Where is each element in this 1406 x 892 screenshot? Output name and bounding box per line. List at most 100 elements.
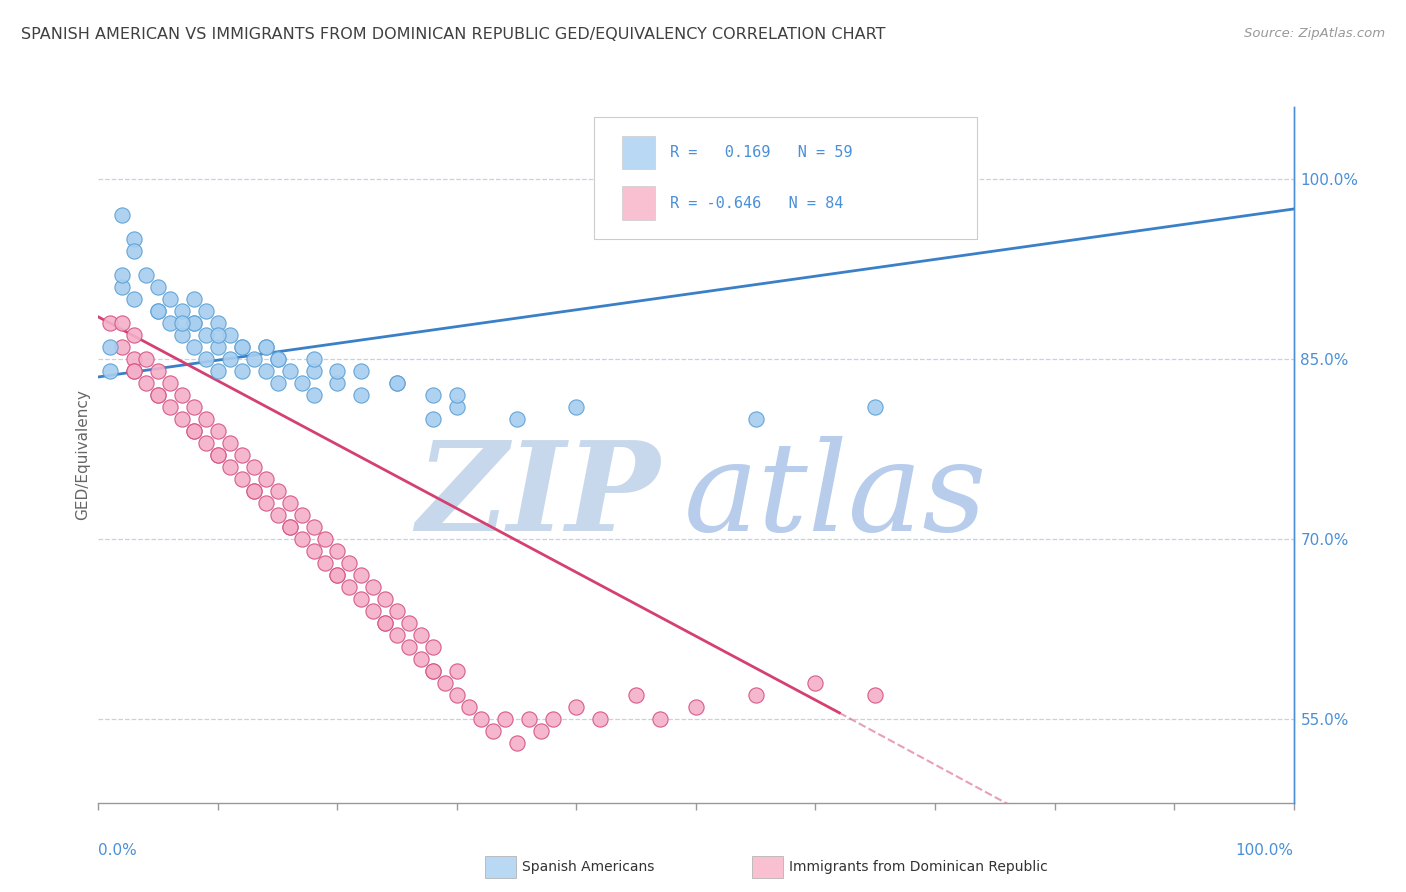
- Point: [207, 424, 229, 438]
- Point: [411, 652, 433, 666]
- Point: [278, 364, 301, 378]
- Point: [685, 699, 707, 714]
- Point: [148, 304, 170, 318]
- Point: [650, 712, 672, 726]
- Point: [434, 676, 457, 690]
- Point: [254, 472, 277, 486]
- Text: ZIP: ZIP: [416, 436, 661, 558]
- Point: [148, 304, 170, 318]
- Point: [243, 351, 266, 366]
- Point: [422, 640, 444, 654]
- Point: [254, 340, 277, 354]
- Point: [541, 712, 564, 726]
- Point: [183, 340, 205, 354]
- Text: 100.0%: 100.0%: [1236, 843, 1294, 858]
- Y-axis label: GED/Equivalency: GED/Equivalency: [75, 390, 90, 520]
- Point: [207, 328, 229, 343]
- Point: [159, 376, 181, 390]
- Text: Immigrants from Dominican Republic: Immigrants from Dominican Republic: [789, 860, 1047, 874]
- Point: [326, 364, 349, 378]
- Point: [374, 591, 396, 606]
- Point: [111, 316, 134, 330]
- Point: [745, 688, 768, 702]
- Point: [100, 364, 122, 378]
- Point: [111, 208, 134, 222]
- Point: [363, 604, 385, 618]
- Point: [363, 580, 385, 594]
- Point: [207, 316, 229, 330]
- Point: [422, 412, 444, 426]
- Point: [111, 268, 134, 282]
- Point: [278, 520, 301, 534]
- Point: [326, 567, 349, 582]
- Point: [565, 400, 588, 414]
- Point: [207, 340, 229, 354]
- Point: [219, 351, 242, 366]
- Point: [326, 376, 349, 390]
- Text: atlas: atlas: [685, 436, 987, 558]
- Point: [207, 448, 229, 462]
- Point: [530, 723, 553, 738]
- Point: [207, 364, 229, 378]
- Point: [195, 328, 218, 343]
- Point: [231, 340, 253, 354]
- Point: [315, 532, 337, 546]
- Point: [517, 712, 540, 726]
- Point: [291, 508, 314, 522]
- Point: [148, 388, 170, 402]
- Point: [183, 316, 205, 330]
- Point: [302, 351, 325, 366]
- Point: [172, 304, 194, 318]
- Point: [350, 364, 373, 378]
- Point: [183, 424, 205, 438]
- Point: [326, 567, 349, 582]
- Point: [124, 328, 146, 343]
- Point: [148, 388, 170, 402]
- Point: [350, 388, 373, 402]
- Point: [385, 376, 409, 390]
- Point: [124, 244, 146, 258]
- Point: [470, 712, 492, 726]
- Point: [422, 664, 444, 678]
- Point: [278, 520, 301, 534]
- Point: [350, 567, 373, 582]
- FancyBboxPatch shape: [595, 118, 977, 239]
- Point: [172, 412, 194, 426]
- Point: [494, 712, 516, 726]
- Point: [183, 400, 205, 414]
- Point: [231, 472, 253, 486]
- Point: [350, 591, 373, 606]
- Point: [100, 340, 122, 354]
- Point: [172, 316, 194, 330]
- Point: [207, 448, 229, 462]
- Point: [302, 520, 325, 534]
- Point: [195, 412, 218, 426]
- Point: [506, 412, 529, 426]
- Point: [458, 699, 481, 714]
- Point: [326, 544, 349, 558]
- Point: [302, 364, 325, 378]
- Point: [302, 388, 325, 402]
- Point: [183, 424, 205, 438]
- Point: [267, 483, 290, 498]
- Point: [135, 376, 157, 390]
- Point: [124, 351, 146, 366]
- Point: [267, 351, 290, 366]
- Point: [195, 351, 218, 366]
- Point: [745, 412, 768, 426]
- Point: [385, 376, 409, 390]
- Point: [374, 615, 396, 630]
- Point: [385, 604, 409, 618]
- Point: [291, 532, 314, 546]
- Point: [159, 316, 181, 330]
- Point: [124, 364, 146, 378]
- Point: [302, 544, 325, 558]
- Text: 0.0%: 0.0%: [98, 843, 138, 858]
- FancyBboxPatch shape: [621, 186, 655, 219]
- Text: R = -0.646   N = 84: R = -0.646 N = 84: [669, 195, 844, 211]
- Point: [565, 699, 588, 714]
- Point: [124, 364, 146, 378]
- Point: [804, 676, 827, 690]
- Point: [446, 388, 468, 402]
- Point: [267, 351, 290, 366]
